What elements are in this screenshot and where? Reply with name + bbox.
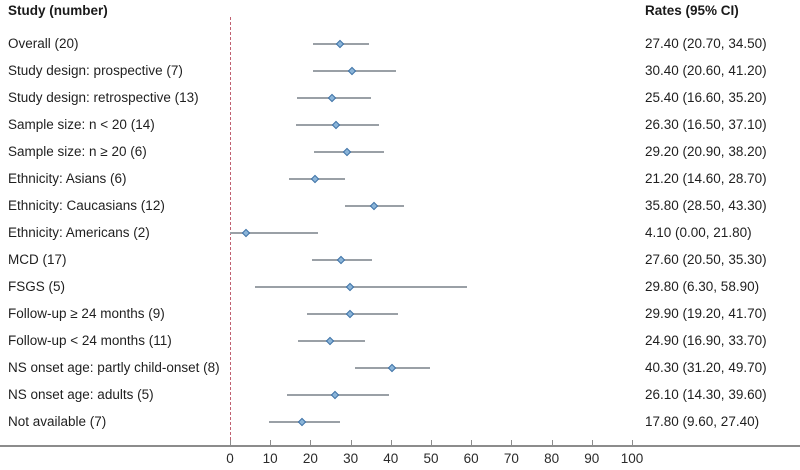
- study-label: Sample size: n < 20 (14): [8, 117, 155, 132]
- axis-tick-label: 100: [620, 450, 644, 466]
- x-axis-line: [0, 444, 800, 447]
- rate-value: 29.90 (19.20, 41.70): [645, 306, 767, 321]
- study-column-header: Study (number): [8, 3, 108, 18]
- ci-line: [230, 232, 318, 234]
- axis-tick: [431, 439, 432, 445]
- rate-value: 25.40 (16.60, 35.20): [645, 90, 767, 105]
- axis-tick-label: 80: [544, 450, 560, 466]
- point-estimate-diamond: [345, 309, 355, 319]
- axis-tick-label: 10: [262, 450, 278, 466]
- zero-reference-line: [230, 17, 231, 445]
- axis-tick: [632, 439, 633, 445]
- axis-tick-label: 30: [343, 450, 359, 466]
- rate-value: 29.20 (20.90, 38.20): [645, 144, 767, 159]
- axis-tick-label: 40: [383, 450, 399, 466]
- study-label: Ethnicity: Asians (6): [8, 171, 127, 186]
- axis-tick-label: 0: [226, 450, 234, 466]
- rate-value: 27.40 (20.70, 34.50): [645, 36, 767, 51]
- study-label: Study design: prospective (7): [8, 63, 183, 78]
- point-estimate-diamond: [369, 201, 379, 211]
- point-estimate-diamond: [387, 363, 397, 373]
- axis-tick: [350, 439, 352, 445]
- point-estimate-diamond: [331, 120, 340, 130]
- rate-value: 29.80 (6.30, 58.90): [645, 279, 760, 294]
- rate-value: 4.10 (0.00, 21.80): [645, 225, 752, 240]
- axis-tick-label: 20: [302, 450, 318, 466]
- point-estimate-diamond: [242, 228, 251, 238]
- rate-value: 35.80 (28.50, 43.30): [645, 198, 767, 213]
- rate-value: 30.40 (20.60, 41.20): [645, 63, 767, 78]
- axis-tick: [591, 439, 593, 445]
- study-label: FSGS (5): [8, 279, 66, 294]
- point-estimate-diamond: [310, 174, 320, 184]
- study-label: NS onset age: adults (5): [8, 387, 154, 402]
- point-estimate-diamond: [345, 282, 355, 292]
- point-estimate-diamond: [335, 39, 345, 49]
- axis-tick: [551, 439, 553, 445]
- study-label: Follow-up < 24 months (11): [8, 333, 172, 348]
- axis-tick: [230, 439, 231, 445]
- study-label: Study design: retrospective (13): [8, 90, 199, 105]
- point-estimate-diamond: [330, 390, 340, 400]
- study-label: Ethnicity: Americans (2): [8, 225, 150, 240]
- study-label: Sample size: n ≥ 20 (6): [8, 144, 147, 159]
- study-label: MCD (17): [8, 252, 67, 267]
- axis-tick-label: 50: [423, 450, 439, 466]
- rates-column-header: Rates (95% CI): [645, 3, 739, 18]
- axis-tick-label: 70: [503, 450, 519, 466]
- point-estimate-diamond: [325, 336, 335, 346]
- axis-tick: [511, 439, 513, 445]
- study-label: Overall (20): [8, 36, 79, 51]
- axis-tick: [310, 439, 312, 445]
- axis-tick-label: 90: [584, 450, 600, 466]
- ci-line: [255, 286, 467, 288]
- axis-tick: [471, 439, 473, 445]
- study-label: NS onset age: partly child-onset (8): [8, 360, 220, 375]
- rate-value: 24.90 (16.90, 33.70): [645, 333, 767, 348]
- study-label: Ethnicity: Caucasians (12): [8, 198, 165, 213]
- axis-tick: [270, 439, 272, 445]
- point-estimate-diamond: [336, 255, 346, 265]
- axis-tick: [390, 439, 392, 445]
- point-estimate-diamond: [347, 66, 357, 76]
- axis-tick-label: 60: [463, 450, 479, 466]
- rate-value: 40.30 (31.20, 49.70): [645, 360, 767, 375]
- rate-value: 26.10 (14.30, 39.60): [645, 387, 767, 402]
- study-label: Not available (7): [8, 414, 107, 429]
- point-estimate-diamond: [327, 93, 337, 103]
- point-estimate-diamond: [343, 147, 352, 157]
- rate-value: 27.60 (20.50, 35.30): [645, 252, 767, 267]
- study-label: Follow-up ≥ 24 months (9): [8, 306, 165, 321]
- point-estimate-diamond: [297, 417, 306, 427]
- rate-value: 21.20 (14.60, 28.70): [645, 171, 767, 186]
- rate-value: 17.80 (9.60, 27.40): [645, 414, 760, 429]
- rate-value: 26.30 (16.50, 37.10): [645, 117, 767, 132]
